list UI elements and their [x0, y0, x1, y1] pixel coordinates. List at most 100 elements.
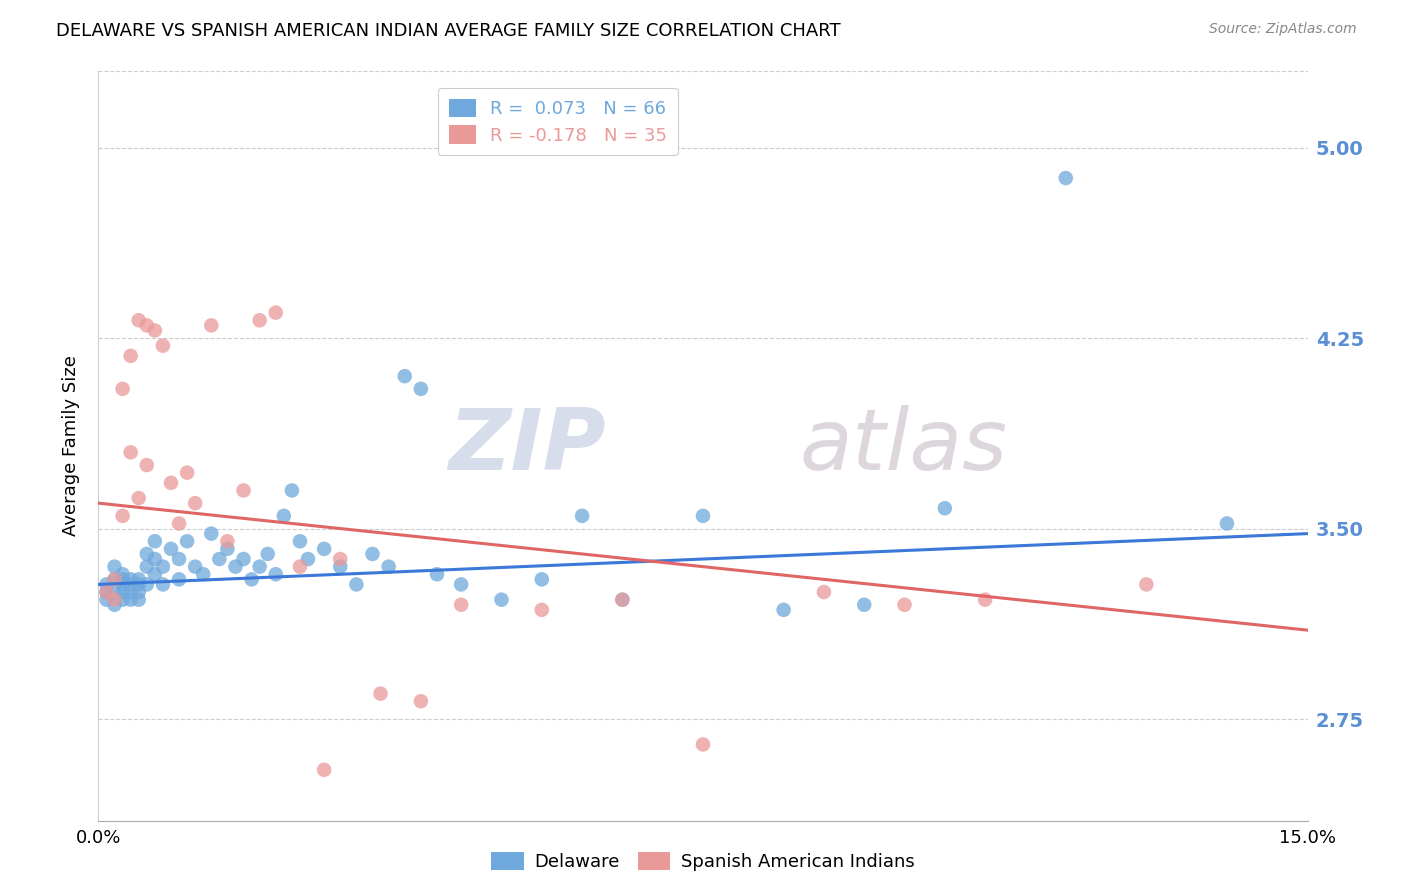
Point	[143, 552, 166, 566]
Point	[249, 559, 271, 574]
Point	[344, 577, 367, 591]
Point	[612, 592, 634, 607]
Point	[103, 598, 125, 612]
Point	[853, 598, 876, 612]
Point	[120, 445, 142, 459]
Point	[288, 559, 311, 574]
Point	[361, 547, 384, 561]
Point	[135, 547, 157, 561]
Point	[152, 559, 174, 574]
Point	[167, 516, 190, 531]
Point	[111, 567, 134, 582]
Point	[314, 541, 336, 556]
Point	[224, 559, 246, 574]
Point	[377, 559, 399, 574]
Point	[288, 534, 311, 549]
Point	[450, 598, 472, 612]
Point	[103, 592, 125, 607]
Point	[143, 567, 166, 582]
Point	[314, 763, 336, 777]
Text: atlas: atlas	[800, 404, 1008, 488]
Point	[240, 572, 263, 586]
Point	[426, 567, 449, 582]
Point	[491, 592, 513, 607]
Point	[128, 585, 150, 599]
Point	[96, 577, 118, 591]
Point	[297, 552, 319, 566]
Point	[329, 559, 352, 574]
Point	[273, 508, 295, 523]
Point	[1135, 577, 1157, 591]
Point	[103, 572, 125, 586]
Text: ZIP: ZIP	[449, 404, 606, 488]
Point	[813, 585, 835, 599]
Point	[128, 577, 150, 591]
Point	[200, 318, 222, 333]
Point	[232, 552, 254, 566]
Point	[128, 572, 150, 586]
Point	[128, 313, 150, 327]
Point	[232, 483, 254, 498]
Point	[120, 572, 142, 586]
Point	[176, 534, 198, 549]
Point	[217, 534, 239, 549]
Point	[135, 458, 157, 472]
Point	[135, 559, 157, 574]
Point	[135, 577, 157, 591]
Point	[143, 323, 166, 337]
Point	[409, 694, 432, 708]
Point	[208, 552, 231, 566]
Point	[103, 585, 125, 599]
Point	[612, 592, 634, 607]
Point	[103, 559, 125, 574]
Point	[974, 592, 997, 607]
Point	[167, 552, 190, 566]
Point	[111, 382, 134, 396]
Point	[193, 567, 215, 582]
Point	[217, 541, 239, 556]
Point	[111, 592, 134, 607]
Point	[135, 318, 157, 333]
Point	[96, 585, 118, 599]
Point	[152, 577, 174, 591]
Point	[160, 541, 183, 556]
Point	[249, 313, 271, 327]
Point	[264, 306, 287, 320]
Legend: R =  0.073   N = 66, R = -0.178   N = 35: R = 0.073 N = 66, R = -0.178 N = 35	[437, 88, 678, 155]
Point	[111, 585, 134, 599]
Point	[128, 592, 150, 607]
Point	[394, 369, 416, 384]
Point	[111, 572, 134, 586]
Point	[143, 534, 166, 549]
Point	[167, 572, 190, 586]
Point	[120, 577, 142, 591]
Point	[1054, 171, 1077, 186]
Point	[103, 572, 125, 586]
Point	[409, 382, 432, 396]
Point	[329, 552, 352, 566]
Point	[370, 687, 392, 701]
Point	[176, 466, 198, 480]
Point	[96, 592, 118, 607]
Point	[160, 475, 183, 490]
Point	[772, 603, 794, 617]
Point	[184, 559, 207, 574]
Point	[692, 508, 714, 523]
Point	[264, 567, 287, 582]
Point	[281, 483, 304, 498]
Point	[893, 598, 915, 612]
Legend: Delaware, Spanish American Indians: Delaware, Spanish American Indians	[484, 846, 922, 879]
Point	[692, 738, 714, 752]
Point	[120, 592, 142, 607]
Point	[450, 577, 472, 591]
Point	[128, 491, 150, 505]
Text: Source: ZipAtlas.com: Source: ZipAtlas.com	[1209, 22, 1357, 37]
Point	[571, 508, 593, 523]
Point	[111, 577, 134, 591]
Y-axis label: Average Family Size: Average Family Size	[62, 356, 80, 536]
Point	[111, 508, 134, 523]
Point	[530, 603, 553, 617]
Point	[934, 501, 956, 516]
Point	[256, 547, 278, 561]
Point	[530, 572, 553, 586]
